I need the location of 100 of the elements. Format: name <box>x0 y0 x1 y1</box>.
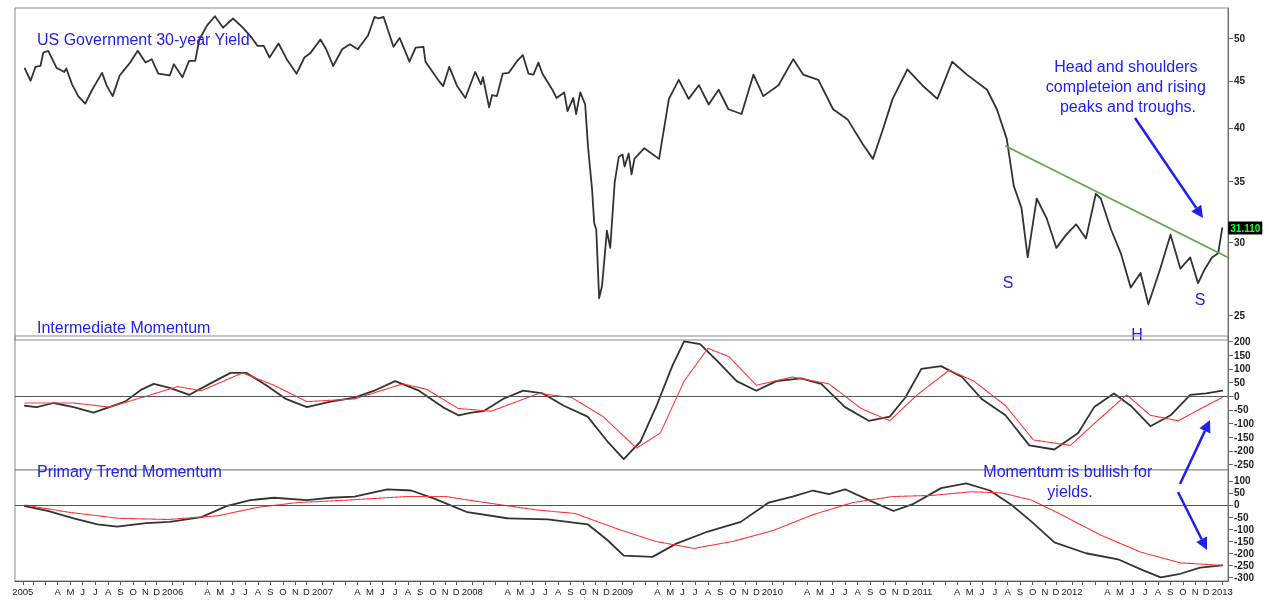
y-tick-label: 150 <box>1234 349 1252 361</box>
x-tick-label: J <box>380 585 386 597</box>
x-tick-label: A <box>554 585 562 597</box>
y-tick-label: 0 <box>1234 390 1240 402</box>
x-tick-label: 2006 <box>162 585 184 597</box>
x-tick-label: S <box>1166 585 1174 597</box>
y-tick-label: -200 <box>1234 445 1255 457</box>
line-series <box>23 340 1224 460</box>
x-tick-label: N <box>741 585 749 597</box>
x-tick-label: O <box>1028 585 1037 597</box>
x-tick-label: O <box>579 585 587 597</box>
y-tick-label: -300 <box>1234 571 1255 583</box>
x-tick-label: S <box>866 585 874 597</box>
x-tick-label: M <box>366 585 375 597</box>
x-tick-label: J <box>93 585 99 597</box>
y-tick-label: 100 <box>1234 363 1252 375</box>
annotation: H <box>1131 325 1143 343</box>
x-tick-label: M <box>66 585 75 597</box>
x-tick-label: S <box>267 585 274 597</box>
x-tick-label: D <box>1052 585 1060 597</box>
x-tick-label: J <box>680 585 686 597</box>
x-tick-label: A <box>254 585 262 597</box>
x-tick-label: N <box>592 585 599 597</box>
x-tick-label: O <box>279 585 287 597</box>
data-label: 31.110 <box>1230 222 1261 234</box>
x-tick-label: M <box>965 585 974 597</box>
x-tick-label: J <box>392 585 398 597</box>
x-tick-label: J <box>829 585 835 597</box>
x-tick-label: N <box>1191 585 1199 597</box>
x-tick-label: S <box>1016 585 1024 597</box>
x-tick-label: A <box>1004 585 1012 597</box>
y-tick-label: -50 <box>1234 404 1249 416</box>
y-tick-label: -50 <box>1234 511 1249 523</box>
x-tick-label: A <box>654 585 662 597</box>
x-tick-label: 2008 <box>461 585 483 597</box>
x-tick-label: M <box>816 585 825 597</box>
annotation: S <box>1194 290 1206 308</box>
x-tick-label: 2011 <box>911 585 933 597</box>
x-tick-label: 2013 <box>1211 585 1233 597</box>
y-tick-label: -100 <box>1234 418 1255 430</box>
y-tick-label: 40 <box>1234 122 1246 134</box>
x-tick-label: J <box>80 585 86 597</box>
x-tick-label: A <box>354 585 362 597</box>
line-series <box>24 347 1223 449</box>
x-tick-label: J <box>1129 585 1135 597</box>
x-tick-label: M <box>1116 585 1125 597</box>
x-tick-label: A <box>204 585 212 597</box>
x-tick-label: 2012 <box>1061 585 1083 597</box>
x-tick-label: N <box>1041 585 1049 597</box>
x-tick-label: O <box>429 585 437 597</box>
x-tick-label: O <box>129 585 137 597</box>
x-tick-label: A <box>105 585 113 597</box>
x-tick-label: O <box>729 585 737 597</box>
x-tick-label: J <box>692 585 698 597</box>
x-tick-label: A <box>854 585 862 597</box>
x-tick-label: A <box>404 585 412 597</box>
y-tick-label: -200 <box>1234 547 1255 559</box>
x-tick-label: J <box>1142 585 1148 597</box>
x-tick-label: A <box>804 585 812 597</box>
x-tick-label: S <box>117 585 124 597</box>
x-tick-label: N <box>891 585 899 597</box>
x-tick-label: M <box>216 585 225 597</box>
x-tick-label: M <box>516 585 525 597</box>
y-tick-label: 0 <box>1234 499 1240 511</box>
y-tick-label: -250 <box>1234 459 1255 471</box>
line-series <box>23 482 1224 579</box>
x-tick-label: D <box>603 585 611 597</box>
y-tick-label: 30 <box>1234 237 1246 249</box>
y-tick-label: 50 <box>1234 33 1246 45</box>
x-tick-label: J <box>979 585 985 597</box>
x-tick-label: J <box>242 585 248 597</box>
x-tick-label: D <box>452 585 460 597</box>
x-tick-label: N <box>142 585 150 597</box>
y-tick-label: 45 <box>1234 75 1246 87</box>
x-tick-label: A <box>54 585 62 597</box>
x-tick-label: A <box>953 585 961 597</box>
x-tick-label: A <box>704 585 712 597</box>
y-tick-label: 50 <box>1234 376 1246 388</box>
x-tick-label: S <box>416 585 424 597</box>
x-tick-label: D <box>752 585 760 597</box>
x-tick-label: N <box>291 585 299 597</box>
x-tick-label: S <box>567 585 574 597</box>
x-tick-label: D <box>1202 585 1210 597</box>
x-tick-label: J <box>230 585 236 597</box>
x-tick-label: M <box>666 585 675 597</box>
annotation: S <box>1002 273 1014 291</box>
chart-title: Primary Trend Momentum <box>37 462 222 480</box>
x-tick-label: 2007 <box>311 585 334 597</box>
x-tick-label: D <box>902 585 910 597</box>
y-tick-label: 200 <box>1234 335 1252 347</box>
y-tick-label: 25 <box>1234 309 1246 321</box>
annotation: Momentum is bullish for yields. <box>983 462 1157 500</box>
x-tick-label: N <box>441 585 449 597</box>
x-tick-label: J <box>992 585 998 597</box>
x-tick-label: J <box>842 585 848 597</box>
y-tick-label: -150 <box>1234 535 1255 547</box>
x-tick-label: A <box>1154 585 1162 597</box>
x-tick-label: D <box>303 585 311 597</box>
x-tick-label: O <box>1179 585 1187 597</box>
annotation: Head and shoulders completeion and rising peaks and troughs. <box>1045 57 1211 115</box>
